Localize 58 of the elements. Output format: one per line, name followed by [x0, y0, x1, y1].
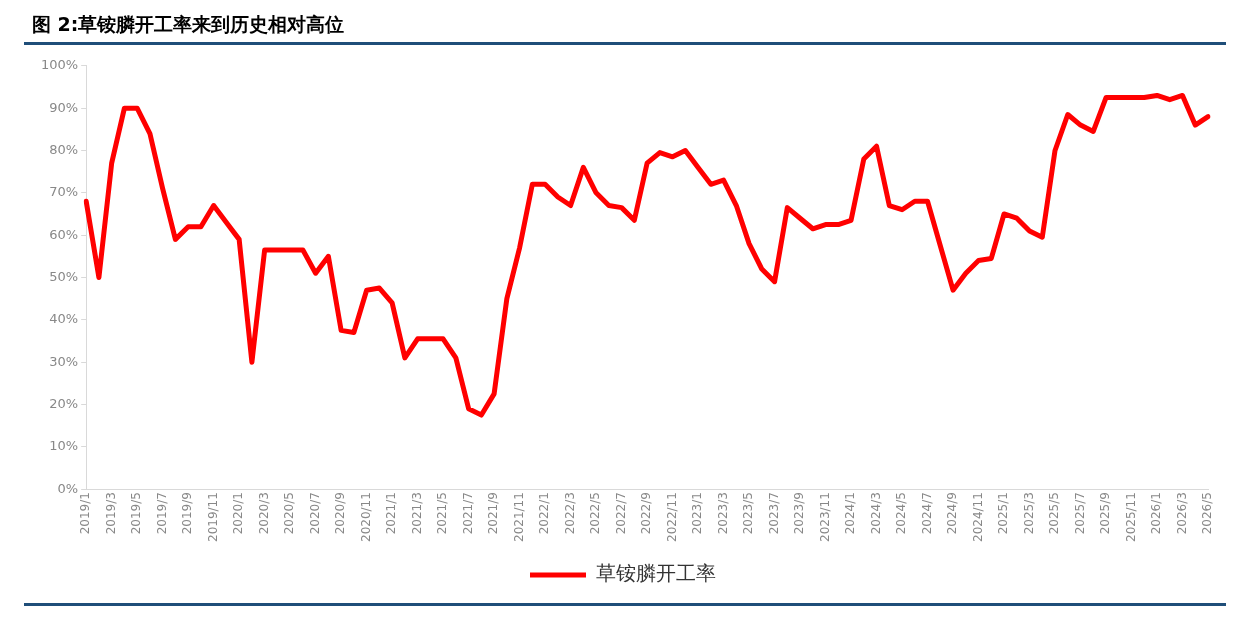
- x-tick-label: 2023/9: [792, 492, 807, 535]
- x-tick-label: 2026/5: [1200, 492, 1215, 535]
- y-tick-label: 50%: [49, 268, 79, 284]
- x-tick-label: 2024/7: [919, 492, 934, 535]
- y-tick-label: 30%: [49, 353, 79, 369]
- y-tick-label: 40%: [49, 311, 79, 327]
- x-tick-label: 2019/5: [129, 492, 144, 535]
- y-tick-label: 20%: [49, 395, 79, 411]
- x-tick-label: 2021/3: [409, 492, 424, 535]
- x-tick-label: 2019/9: [180, 492, 195, 535]
- x-tick-label: 2021/5: [435, 492, 450, 535]
- x-tick-label: 2019/1: [78, 492, 93, 535]
- y-tick-label: 80%: [49, 141, 79, 157]
- x-tick-label: 2021/1: [384, 492, 399, 535]
- x-tick-label: 2025/11: [1123, 492, 1138, 543]
- y-tick-label: 0%: [57, 480, 79, 496]
- x-tick-label: 2022/5: [588, 492, 603, 535]
- x-tick-label: 2024/9: [945, 492, 960, 535]
- x-tick-label: 2023/3: [715, 492, 730, 535]
- y-tick-label: 100%: [40, 57, 79, 73]
- y-tick-label: 60%: [49, 226, 79, 242]
- x-tick-label: 2023/5: [741, 492, 756, 535]
- x-tick-label: 2026/1: [1149, 492, 1164, 535]
- x-tick-label: 2022/3: [562, 492, 577, 535]
- x-tick-label: 2025/5: [1047, 492, 1062, 535]
- x-tick-label: 2024/5: [894, 492, 909, 535]
- x-tick-label: 2019/7: [154, 492, 169, 535]
- x-tick-label: 2020/5: [282, 492, 297, 535]
- legend-label: 草铵膦开工率: [596, 561, 716, 586]
- x-tick-label: 2025/1: [996, 492, 1011, 535]
- y-tick-label: 10%: [49, 438, 79, 454]
- x-tick-label: 2020/3: [256, 492, 271, 535]
- x-tick-label: 2020/11: [358, 492, 373, 543]
- x-tick-label: 2019/11: [205, 492, 220, 543]
- y-tick-label: 70%: [49, 184, 79, 200]
- x-tick-label: 2023/11: [817, 492, 832, 543]
- x-tick-label: 2019/3: [103, 492, 118, 535]
- x-tick-label: 2021/9: [486, 492, 501, 535]
- x-tick-label: 2021/7: [460, 492, 475, 535]
- x-tick-label: 2023/1: [690, 492, 705, 535]
- x-tick-label: 2022/7: [613, 492, 628, 535]
- x-tick-label: 2025/7: [1072, 492, 1087, 535]
- x-tick-label: 2020/7: [307, 492, 322, 535]
- x-tick-label: 2026/3: [1174, 492, 1189, 535]
- x-tick-label: 2022/1: [537, 492, 552, 535]
- x-tick-label: 2021/11: [511, 492, 526, 543]
- x-tick-label: 2022/9: [639, 492, 654, 535]
- chart-title: 图 2:草铵膦开工率来到历史相对高位: [31, 12, 346, 37]
- x-tick-label: 2025/9: [1098, 492, 1113, 535]
- y-tick-label: 90%: [49, 99, 79, 115]
- x-tick-label: 2025/3: [1021, 492, 1036, 535]
- x-tick-label: 2024/1: [843, 492, 858, 535]
- x-tick-label: 2024/11: [970, 492, 985, 543]
- x-tick-label: 2024/3: [868, 492, 883, 535]
- x-tick-label: 2020/9: [333, 492, 348, 535]
- x-tick-label: 2022/11: [664, 492, 679, 543]
- x-tick-label: 2020/1: [231, 492, 246, 535]
- x-tick-label: 2023/7: [766, 492, 781, 535]
